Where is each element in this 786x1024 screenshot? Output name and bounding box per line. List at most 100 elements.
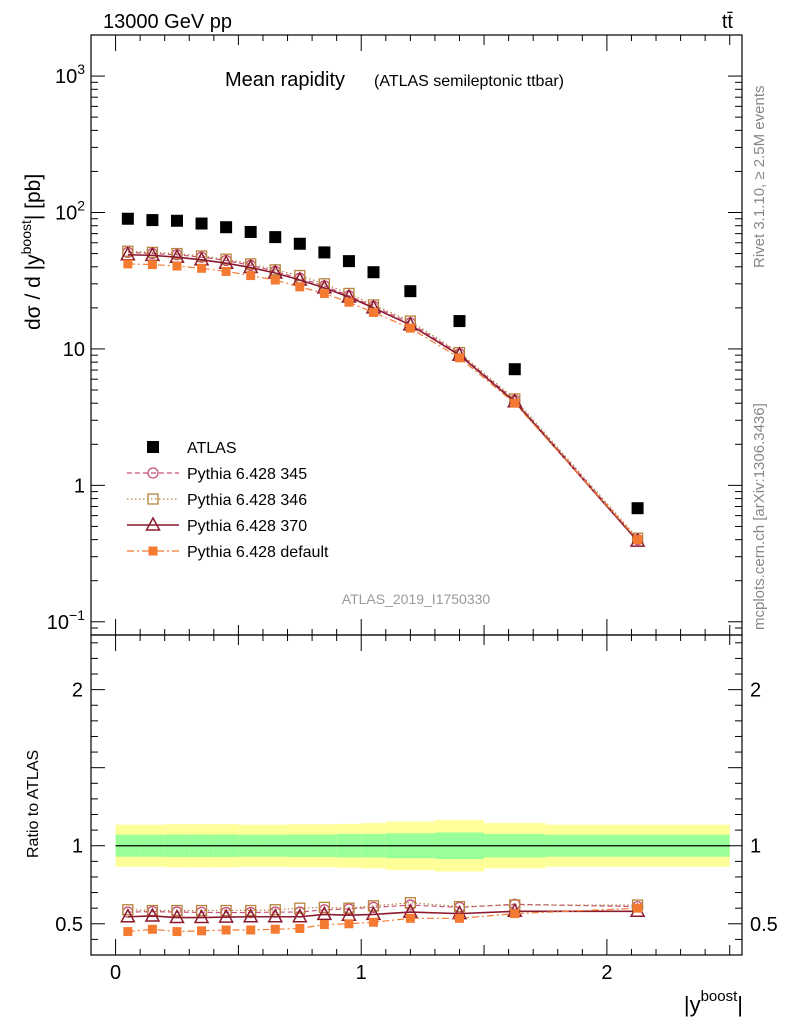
series-atlas bbox=[121, 212, 644, 515]
series-line bbox=[127, 251, 639, 541]
data-point bbox=[121, 212, 134, 225]
ratio-point bbox=[144, 907, 161, 922]
legend-marker bbox=[147, 441, 159, 453]
data-point bbox=[404, 285, 417, 298]
ratio-point bbox=[120, 908, 136, 923]
series-line bbox=[127, 902, 638, 912]
data-point bbox=[269, 231, 282, 244]
y-tick-label: 10 bbox=[63, 339, 85, 361]
ratio-y-tick-label-right: 0.5 bbox=[750, 914, 778, 936]
legend-label: Pythia 6.428 370 bbox=[187, 518, 307, 535]
data-point bbox=[270, 275, 280, 285]
ratio-point bbox=[122, 904, 134, 916]
header-right-label: tt̄ bbox=[722, 11, 734, 33]
data-point bbox=[344, 297, 354, 307]
mcplots-label: mcplots.cern.ch [arXiv:1306.3436] bbox=[751, 403, 768, 630]
ratio-point bbox=[242, 908, 259, 923]
ratio-y-tick-label: 0.5 bbox=[55, 914, 83, 936]
data-point bbox=[342, 255, 355, 268]
series-line bbox=[127, 910, 638, 919]
ratio-point bbox=[369, 917, 379, 927]
series-line bbox=[127, 250, 639, 539]
data-point bbox=[510, 398, 520, 408]
ratio-point bbox=[246, 925, 256, 935]
chart-title: Mean rapidity bbox=[225, 69, 345, 91]
x-tick-label: 2 bbox=[601, 962, 612, 984]
data-point bbox=[220, 221, 233, 234]
data-point bbox=[195, 250, 208, 262]
ratio-point bbox=[123, 927, 133, 937]
data-point bbox=[170, 214, 183, 227]
data-point bbox=[454, 353, 464, 363]
series-line bbox=[127, 263, 639, 541]
data-point bbox=[221, 266, 231, 276]
analysis-watermark: ATLAS_2019_I1750330 bbox=[342, 591, 491, 607]
y-tick-label: 103 bbox=[55, 61, 85, 88]
x-axis-label: |yboost| bbox=[684, 988, 743, 1017]
data-point bbox=[318, 278, 331, 290]
ratio-y-axis-label: Ratio to ATLAS bbox=[25, 750, 42, 858]
data-point bbox=[453, 315, 466, 328]
legend-label: Pythia 6.428 345 bbox=[187, 466, 307, 483]
data-point bbox=[220, 253, 232, 265]
data-point bbox=[295, 282, 305, 292]
data-point bbox=[369, 307, 379, 317]
ratio-point bbox=[269, 904, 281, 916]
y-tick-label: 10−1 bbox=[47, 607, 85, 634]
ratio-y-tick-label: 2 bbox=[72, 680, 83, 702]
ratio-point bbox=[343, 902, 355, 914]
ratio-y-tick-label: 1 bbox=[72, 836, 83, 858]
ratio-point bbox=[405, 913, 415, 923]
ratio-point bbox=[197, 926, 207, 936]
ratio-point bbox=[404, 897, 417, 909]
legend-label: ATLAS bbox=[187, 440, 237, 457]
data-point bbox=[197, 263, 207, 273]
y-tick-label: 1 bbox=[74, 475, 85, 497]
legend-label: Pythia 6.428 default bbox=[187, 544, 329, 561]
series-group bbox=[120, 212, 646, 937]
ratio-y-tick-label-right: 2 bbox=[750, 680, 761, 702]
ratio-point bbox=[270, 924, 280, 934]
ratio-point bbox=[344, 919, 354, 929]
legend-label: Pythia 6.428 346 bbox=[187, 492, 307, 509]
y-tick-label: 102 bbox=[55, 197, 85, 224]
ratio-panel-frame bbox=[90, 634, 743, 956]
ratio-point bbox=[172, 927, 182, 937]
data-point bbox=[319, 288, 329, 298]
ratio-point bbox=[633, 903, 643, 913]
ratio-point bbox=[510, 909, 520, 919]
ratio-point bbox=[316, 905, 333, 921]
data-point bbox=[405, 323, 415, 333]
data-point bbox=[367, 266, 380, 279]
ratio-point bbox=[221, 925, 231, 935]
ratio-point bbox=[220, 904, 232, 917]
chart-subtitle: (ATLAS semileptonic ttbar) bbox=[374, 73, 564, 90]
ratio-point bbox=[171, 904, 183, 917]
ratio-point bbox=[218, 908, 234, 923]
ratio-point bbox=[453, 900, 466, 913]
legend: ATLAS Pythia 6.428 345 Pythia 6.428 346 Pyt… bbox=[127, 440, 329, 561]
series-pythia-6-428-default bbox=[123, 903, 643, 937]
data-point bbox=[172, 261, 182, 271]
series-pythia-6-428-346 bbox=[122, 897, 644, 917]
ratio-point bbox=[295, 923, 305, 933]
ratio-point bbox=[454, 913, 464, 923]
data-point bbox=[171, 247, 183, 260]
ratio-point bbox=[147, 924, 157, 934]
ratio-y-tick-label-right: 1 bbox=[750, 836, 761, 858]
ratio-point bbox=[319, 920, 329, 930]
ratio-point bbox=[318, 901, 331, 914]
legend-marker bbox=[147, 467, 159, 479]
data-point bbox=[293, 237, 306, 250]
x-tick-label: 1 bbox=[356, 962, 367, 984]
data-point bbox=[123, 259, 133, 269]
data-point bbox=[633, 535, 643, 545]
header-left-label: 13000 GeV pp bbox=[103, 11, 232, 33]
data-point bbox=[244, 225, 257, 238]
series-pythia-6-428-default bbox=[123, 259, 643, 545]
data-point bbox=[508, 363, 521, 376]
data-point bbox=[146, 214, 159, 227]
data-point bbox=[147, 260, 157, 270]
ratio-uncertainty-bands bbox=[115, 819, 730, 872]
